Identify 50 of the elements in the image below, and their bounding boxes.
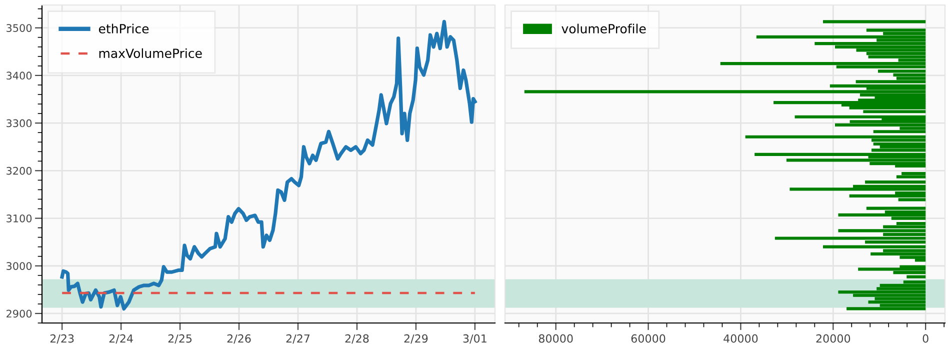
bar — [868, 55, 926, 58]
bar — [896, 175, 926, 178]
legend-label: ethPrice — [98, 24, 149, 34]
x-tick-label: 3/01 — [463, 334, 486, 344]
bar — [866, 28, 926, 32]
x-tick-label: 80000 — [538, 334, 573, 343]
bar — [838, 213, 926, 216]
y-tick-label: 3500 — [6, 24, 32, 32]
x-tick-label: 40000 — [724, 334, 758, 343]
y-tick-label: 3100 — [6, 214, 32, 222]
y-tick-label: 3400 — [6, 72, 32, 80]
bar — [835, 123, 926, 127]
legend-label: maxVolumePrice — [99, 48, 202, 58]
x-tick-label: 20000 — [816, 334, 850, 343]
bar — [790, 188, 926, 191]
x-tick-label: 2/28 — [345, 334, 369, 344]
legend-label: volumeProfile — [562, 24, 646, 34]
bar — [786, 158, 926, 162]
bar — [814, 42, 926, 46]
x-tick-label: 2/23 — [50, 334, 74, 344]
x-tick-label: 2/25 — [168, 334, 192, 344]
bar — [866, 206, 926, 210]
bar — [873, 142, 926, 146]
bar — [822, 20, 926, 24]
bar — [880, 284, 926, 287]
x-tick-label: 60000 — [631, 334, 666, 343]
x-tick-label: 2/29 — [404, 334, 428, 344]
bar — [846, 307, 926, 310]
y-tick-label: 3000 — [6, 262, 32, 270]
bar — [858, 268, 926, 271]
bar — [774, 236, 926, 240]
x-tick-label: 2/24 — [109, 334, 133, 344]
bar — [868, 300, 926, 304]
bar — [838, 290, 926, 294]
bar — [720, 62, 926, 66]
x-tick-label: 2/27 — [286, 334, 310, 344]
x-tick-label: 2/26 — [227, 334, 251, 344]
bar — [756, 35, 926, 38]
y-tick-label: 3300 — [6, 119, 32, 128]
bar — [754, 152, 926, 156]
bar — [873, 130, 926, 134]
y-tick-label: 3200 — [6, 166, 32, 175]
y-tick-label: 2900 — [6, 310, 32, 318]
x-tick-label: 0 — [922, 334, 928, 343]
bar — [838, 229, 926, 232]
bar — [849, 194, 926, 198]
bar — [870, 252, 926, 256]
bar — [745, 135, 926, 138]
bar — [524, 90, 926, 94]
bar — [822, 245, 926, 248]
